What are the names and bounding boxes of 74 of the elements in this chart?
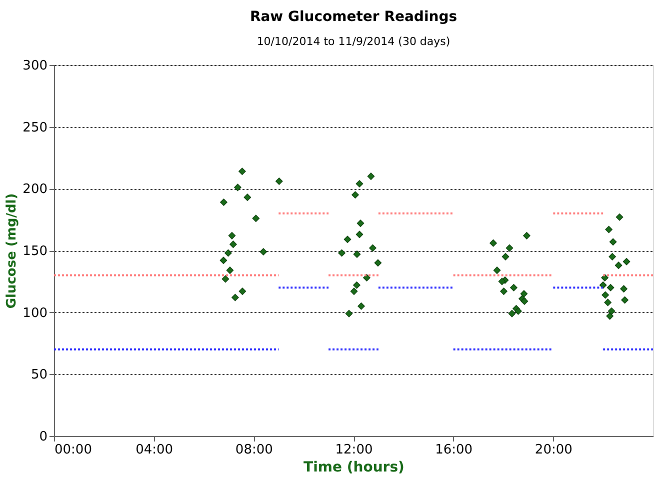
point: [508, 310, 516, 318]
point: [609, 238, 617, 246]
point: [353, 250, 361, 258]
point: [601, 274, 608, 282]
point: [493, 266, 501, 274]
point: [374, 259, 382, 267]
y-tick-label: 300: [22, 58, 48, 74]
point: [222, 275, 230, 283]
point: [614, 262, 622, 269]
point: [523, 232, 530, 240]
point: [622, 258, 630, 266]
x-tick-label: 04:00: [136, 442, 174, 458]
x-axis-title: Time (hours): [304, 460, 404, 476]
point: [604, 298, 612, 306]
point: [358, 302, 365, 310]
point: [356, 220, 364, 227]
point: [275, 178, 283, 185]
point: [620, 285, 628, 292]
x-tick-label: 08:00: [235, 442, 273, 458]
chart-subtitle: 10/10/2014 to 11/9/2014 (30 days): [256, 35, 450, 48]
point: [344, 236, 352, 244]
chart-title: Raw Glucometer Readings: [250, 9, 458, 25]
point: [238, 168, 246, 176]
point: [599, 281, 607, 289]
point: [500, 288, 508, 295]
point: [606, 284, 614, 292]
x-tick-label: 16:00: [435, 442, 473, 458]
point: [514, 307, 522, 315]
point: [520, 290, 528, 298]
point: [244, 194, 252, 201]
x-tick-label: 00:00: [54, 442, 92, 458]
point: [498, 278, 506, 286]
point: [520, 298, 528, 305]
point: [224, 249, 232, 257]
point: [606, 312, 614, 320]
y-tick-label: 0: [39, 430, 48, 444]
point: [367, 172, 375, 180]
point: [510, 284, 518, 292]
point: [232, 294, 239, 302]
point: [345, 310, 353, 318]
point: [234, 184, 242, 192]
point: [356, 180, 364, 188]
point: [350, 288, 358, 295]
x-tick-label: 12:00: [335, 442, 373, 458]
point: [260, 248, 268, 256]
point: [369, 244, 376, 252]
point: [602, 291, 609, 299]
y-tick-label: 250: [22, 120, 48, 136]
x-tick-label: 20:00: [534, 442, 572, 458]
point: [220, 198, 228, 206]
point: [252, 214, 260, 222]
point: [608, 253, 616, 260]
point: [621, 296, 628, 304]
point: [356, 230, 364, 238]
y-tick-label: 200: [22, 182, 48, 198]
point: [506, 244, 514, 252]
point: [502, 253, 510, 260]
point: [228, 232, 236, 240]
point: [353, 281, 360, 289]
point: [220, 256, 228, 264]
point: [616, 213, 624, 221]
y-tick-label: 150: [22, 244, 48, 259]
point: [238, 288, 246, 295]
point: [363, 274, 370, 282]
point: [605, 226, 612, 234]
point: [338, 249, 346, 257]
point: [230, 240, 237, 248]
y-axis-title: Glucose (mg/dl): [4, 193, 20, 309]
y-tick-label: 50: [30, 368, 48, 383]
y-tick-label: 100: [22, 306, 48, 321]
point: [608, 307, 616, 315]
point: [352, 191, 359, 199]
point: [226, 266, 234, 274]
point: [490, 239, 497, 247]
